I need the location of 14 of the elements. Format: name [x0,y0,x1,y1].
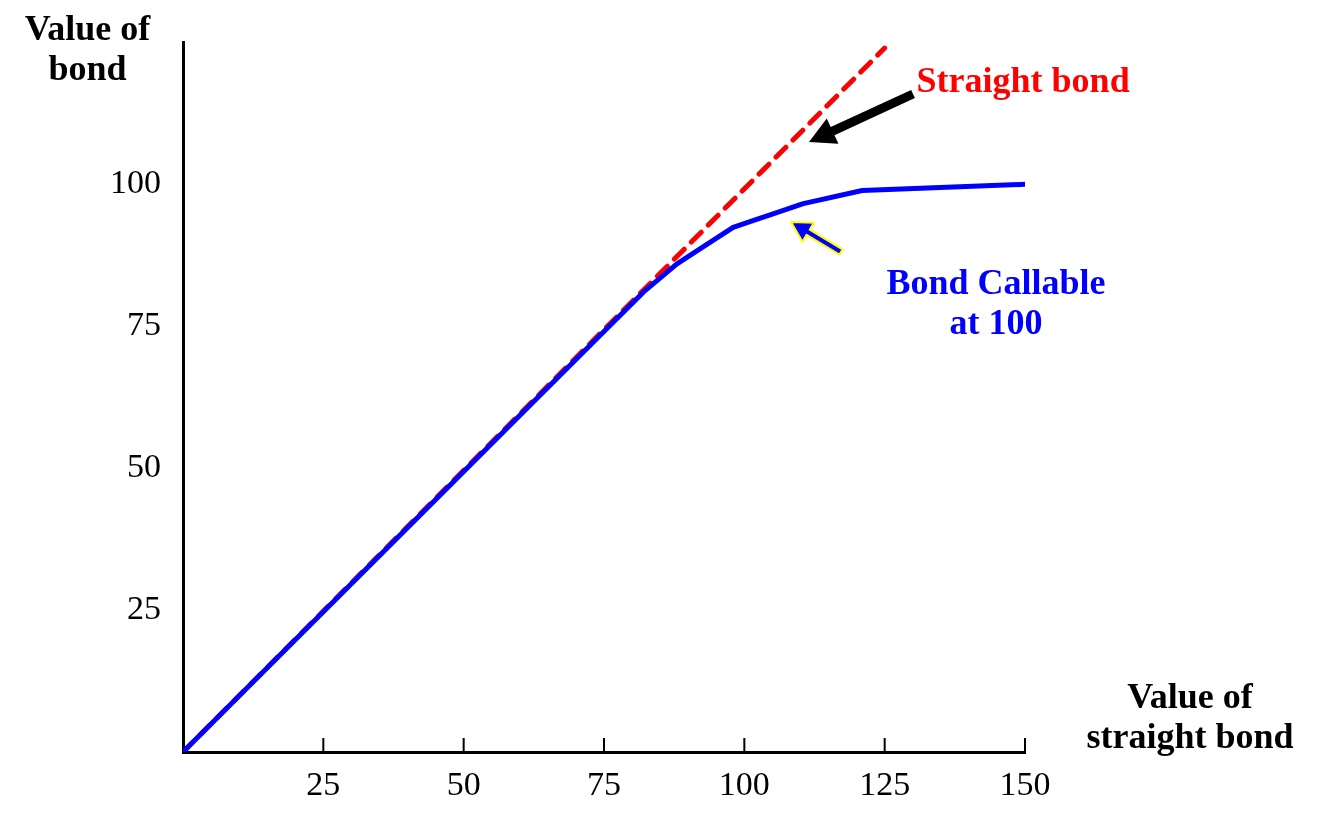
annotation: Straight bond [916,60,1130,101]
y-axis-title: Value of bond [23,8,152,88]
x-tick-label: 25 [306,765,341,803]
y-tick-label: 25 [127,589,161,626]
x-tick-label: 100 [718,765,770,803]
y-tick-label: 75 [127,305,161,343]
x-tick-label: 125 [859,765,911,803]
y-tick-label: 50 [127,447,161,485]
annotation: Bond Callable at 100 [885,261,1107,342]
x-axis-title: Value of straight bond [1085,676,1295,756]
x-tick-label: 150 [999,765,1051,803]
y-tick-label: 100 [110,163,161,201]
x-tick-label: 75 [587,765,621,803]
x-tick-label: 50 [446,765,481,803]
